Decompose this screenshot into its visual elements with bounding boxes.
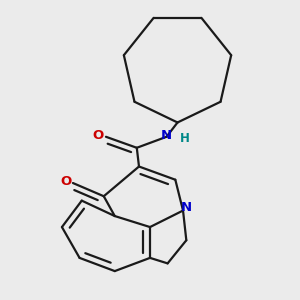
Text: N: N bbox=[161, 129, 172, 142]
Text: N: N bbox=[181, 201, 192, 214]
Text: H: H bbox=[180, 132, 190, 145]
Text: O: O bbox=[92, 129, 103, 142]
Text: O: O bbox=[61, 175, 72, 188]
